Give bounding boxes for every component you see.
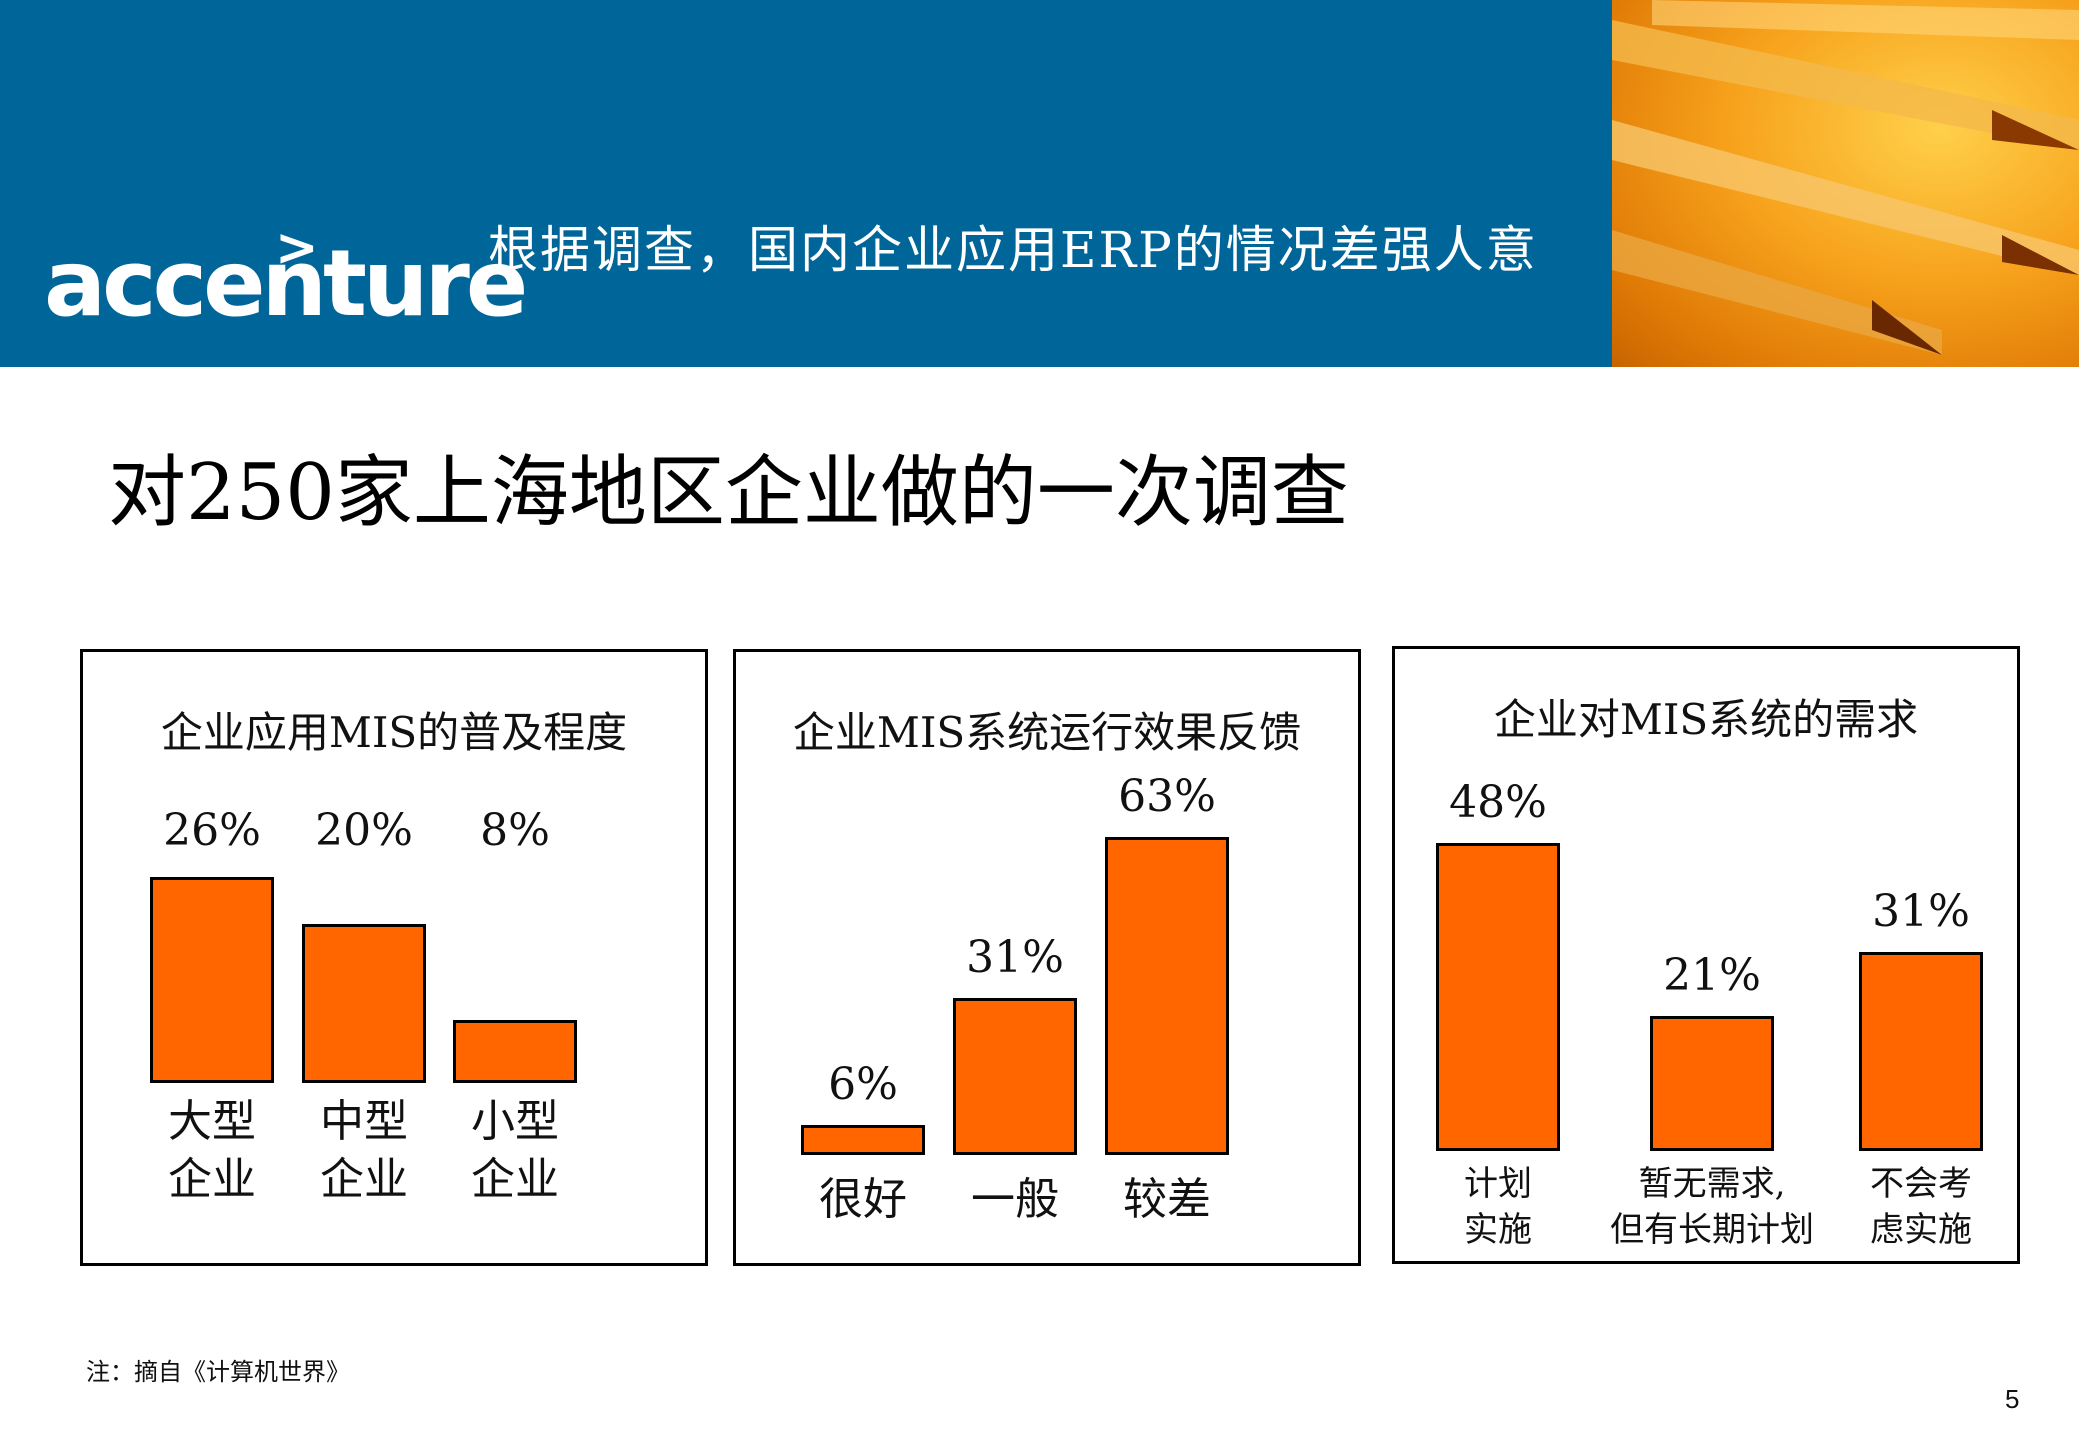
chart-panel-mis-adoption: 企业应用MIS的普及程度 26% 大型 企业 20% 中型 企业 8% 小型 企业: [80, 649, 708, 1266]
bar-value-label: 26%: [163, 805, 261, 856]
bar-value-label: 31%: [966, 932, 1064, 984]
bar-value-label: 21%: [1663, 950, 1761, 1002]
bar-value-label: 31%: [1872, 885, 1970, 937]
chart-bar: [1859, 951, 1983, 1151]
category-label: 一般: [971, 1174, 1059, 1225]
category-label: 小型 企业: [471, 1096, 559, 1205]
chart-panel-mis-feedback: 企业MIS系统运行效果反馈 6% 很好 31% 一般 63% 较差: [733, 649, 1361, 1266]
pencils-illustration: [1612, 0, 2079, 355]
chart-bar: [453, 1019, 577, 1083]
chart-bar: [1436, 842, 1560, 1151]
chart-bar: [150, 876, 274, 1083]
chart-panel-mis-demand: 企业对MIS系统的需求 48% 计划 实施 21% 暂无需求, 但有长期计划 31% 不会…: [1392, 646, 2020, 1264]
bar-value-label: 20%: [315, 805, 413, 856]
chart-bar: [1105, 836, 1229, 1155]
category-label: 较差: [1123, 1174, 1211, 1225]
chart-bar: [302, 924, 426, 1083]
chart-bar: [953, 998, 1077, 1155]
category-label: 中型 企业: [320, 1096, 408, 1205]
source-note: 注：摘自《计算机世界》: [86, 1358, 350, 1386]
category-label: 暂无需求, 但有长期计划: [1610, 1164, 1814, 1250]
bar-value-label: 63%: [1118, 770, 1216, 822]
chart-bar: [801, 1124, 925, 1155]
logo-chevron-icon: >: [275, 218, 319, 278]
bar-value-label: 6%: [828, 1058, 898, 1110]
banner-title: 根据调查，国内企业应用ERP的情况差强人意: [488, 221, 1538, 279]
chart-title: 企业对MIS系统的需求: [1493, 695, 1919, 744]
bar-value-label: 8%: [480, 805, 550, 856]
category-label: 不会考 虑实施: [1870, 1164, 1972, 1250]
category-label: 大型 企业: [168, 1096, 256, 1205]
chart-bar: [1650, 1016, 1774, 1151]
pencils-photo: [1612, 0, 2079, 367]
main-title: 对250家上海地区企业做的一次调查: [108, 448, 1349, 538]
chart-title: 企业应用MIS的普及程度: [160, 708, 628, 757]
chart-title: 企业MIS系统运行效果反馈: [792, 708, 1302, 757]
accenture-logo: accenture: [44, 230, 528, 337]
bar-value-label: 48%: [1449, 776, 1547, 828]
page-number: 5: [2005, 1384, 2020, 1414]
category-label: 很好: [819, 1174, 907, 1225]
category-label: 计划 实施: [1464, 1164, 1532, 1250]
